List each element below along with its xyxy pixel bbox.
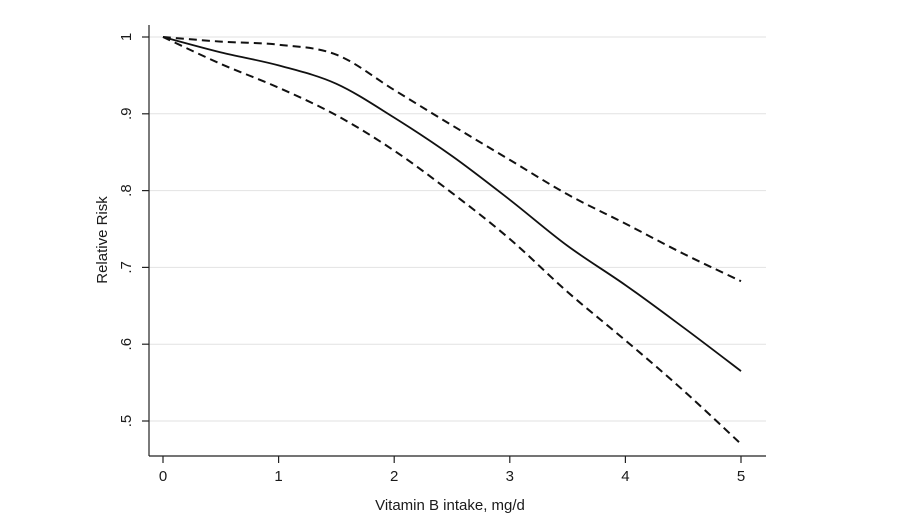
x-axis-title: Vitamin B intake, mg/d xyxy=(375,497,525,514)
x-axis-ticks: 0 1 2 3 4 5 xyxy=(159,456,745,485)
y-tick-label: .6 xyxy=(118,338,135,351)
x-tick-label: 3 xyxy=(506,468,514,485)
y-tick-label: .8 xyxy=(118,184,135,197)
series-lines xyxy=(162,36,742,445)
y-axis-ticks: .5 .6 .7 .8 .9 1 xyxy=(118,33,149,427)
confidence-bound-line xyxy=(162,36,742,283)
x-tick-label: 4 xyxy=(621,468,629,485)
y-tick-label: .7 xyxy=(118,261,135,274)
axes xyxy=(148,25,766,457)
y-tick-label: .5 xyxy=(118,415,135,428)
y-tick-label: 1 xyxy=(118,33,135,41)
y-tick-label: .9 xyxy=(118,108,135,121)
estimate-line xyxy=(162,36,742,372)
confidence-bound-line xyxy=(162,36,742,445)
x-tick-label: 5 xyxy=(737,468,745,485)
grid-lines xyxy=(149,36,766,422)
y-axis-title: Relative Risk xyxy=(94,196,111,284)
x-tick-label: 1 xyxy=(274,468,282,485)
x-tick-label: 0 xyxy=(159,468,167,485)
x-tick-label: 2 xyxy=(390,468,398,485)
